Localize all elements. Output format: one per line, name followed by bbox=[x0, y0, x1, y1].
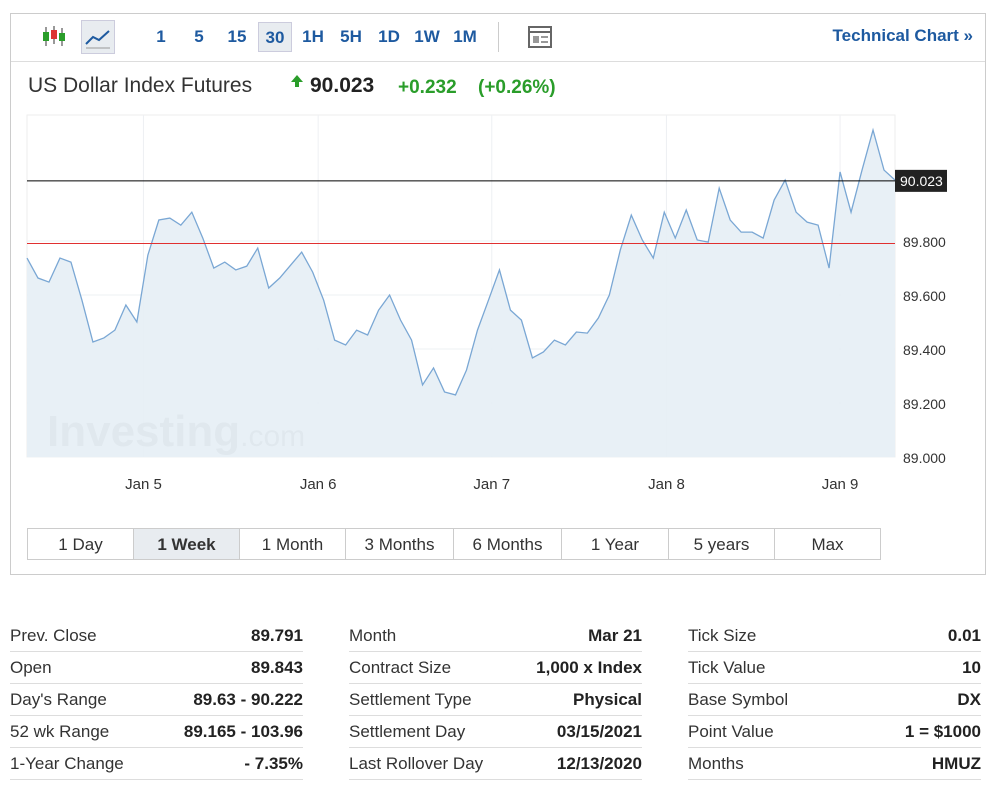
stats-row: Settlement Type Physical bbox=[349, 684, 642, 716]
stats-row: Tick Size 0.01 bbox=[688, 620, 981, 652]
line-icon[interactable] bbox=[81, 20, 115, 54]
range-button[interactable]: 1 Week bbox=[133, 528, 240, 560]
stats-row: Prev. Close 89.791 bbox=[10, 620, 303, 652]
stat-value: - 7.35% bbox=[244, 754, 303, 773]
x-tick-label: Jan 6 bbox=[300, 476, 337, 493]
stats-column: Tick Size 0.01 Tick Value 10 Base Symbol DX Po… bbox=[688, 620, 981, 780]
candle-icon[interactable] bbox=[41, 24, 67, 50]
stats-row: Open 89.843 bbox=[10, 652, 303, 684]
stat-label: Prev. Close bbox=[10, 626, 97, 645]
y-tick-label: 89.800 bbox=[903, 234, 946, 250]
up-arrow bbox=[291, 75, 303, 87]
stat-value: 0.01 bbox=[947, 626, 981, 645]
divider bbox=[498, 22, 499, 52]
change: +0.232 bbox=[398, 77, 457, 98]
stat-value: 89.791 bbox=[251, 626, 303, 645]
interval-button[interactable]: 1 bbox=[156, 27, 166, 46]
stat-label: Settlement Type bbox=[349, 690, 472, 709]
range-button[interactable]: 1 Month bbox=[239, 528, 346, 560]
stat-label: Settlement Day bbox=[349, 722, 466, 741]
stat-value: Mar 21 bbox=[588, 626, 642, 645]
interval-button[interactable]: 5H bbox=[340, 27, 362, 46]
stats-row: Contract Size 1,000 x Index bbox=[349, 652, 642, 684]
stats-column: Prev. Close 89.791 Open 89.843 Day's Range 89… bbox=[10, 620, 303, 780]
stats-row: Last Rollover Day 12/13/2020 bbox=[349, 748, 642, 780]
stats-row: 52 wk Range 89.165 - 103.96 bbox=[10, 716, 303, 748]
x-tick-label: Jan 9 bbox=[822, 476, 859, 493]
stats-column: Month Mar 21 Contract Size 1,000 x Index Set… bbox=[349, 620, 642, 780]
stat-label: Month bbox=[349, 626, 397, 645]
stat-label: 1-Year Change bbox=[10, 754, 124, 773]
chart: 89.000 89.200 89.400 89.600 89.800 Jan 5 Jan 6… bbox=[26, 114, 947, 493]
stat-value: 89.843 bbox=[251, 658, 303, 677]
stat-value: 12/13/2020 bbox=[556, 754, 642, 773]
interval-button[interactable]: 1H bbox=[302, 27, 324, 46]
news-icon[interactable] bbox=[528, 26, 552, 48]
y-tick-label: 89.400 bbox=[903, 342, 946, 358]
stats-row: Tick Value 10 bbox=[688, 652, 981, 684]
stats-row: Months HMUZ bbox=[688, 748, 981, 780]
interval-button[interactable]: 5 bbox=[194, 27, 204, 46]
stat-label: Base Symbol bbox=[688, 690, 789, 709]
stats-row: Settlement Day 03/15/2021 bbox=[349, 716, 642, 748]
stat-label: Tick Size bbox=[688, 626, 757, 645]
stat-label: Tick Value bbox=[688, 658, 766, 677]
range-button[interactable]: Max bbox=[774, 528, 881, 560]
stat-value: HMUZ bbox=[931, 754, 981, 773]
stat-value: 89.165 - 103.96 bbox=[183, 722, 303, 741]
stat-label: Contract Size bbox=[349, 658, 452, 677]
stats-row: Month Mar 21 bbox=[349, 620, 642, 652]
stat-label: Months bbox=[688, 754, 744, 773]
stat-value: 03/15/2021 bbox=[556, 722, 642, 741]
title: US Dollar Index Futures bbox=[28, 74, 253, 97]
line bbox=[26, 127, 896, 396]
interval-button[interactable]: 1W bbox=[414, 27, 440, 46]
x-tick-label: Jan 7 bbox=[473, 476, 510, 493]
stat-label: Open bbox=[10, 658, 52, 677]
stat-value: 1 = $1000 bbox=[904, 722, 981, 741]
stat-value: 89.63 - 90.222 bbox=[193, 690, 303, 709]
change-pct: (+0.26%) bbox=[478, 77, 556, 98]
interval-button[interactable]: 1M bbox=[453, 27, 477, 46]
stat-value: 1,000 x Index bbox=[536, 658, 642, 677]
stat-label: Last Rollover Day bbox=[349, 754, 484, 773]
interval-button[interactable]: 30 bbox=[258, 22, 292, 52]
y-tick-label: 89.200 bbox=[903, 396, 946, 412]
range-button[interactable]: 1 Year bbox=[561, 528, 669, 560]
toolbar: Technical Chart » 1 5 15 30 1H 5H 1D 1W 1M bbox=[11, 14, 985, 62]
x-tick-label: Jan 5 bbox=[125, 476, 162, 493]
interval-button[interactable]: 15 bbox=[227, 27, 247, 46]
range-button[interactable]: 1 Day bbox=[27, 528, 134, 560]
y-tick-label: 89.600 bbox=[903, 288, 946, 304]
range-button[interactable]: 6 Months bbox=[453, 528, 562, 560]
price: 90.023 bbox=[310, 74, 375, 97]
stats-row: Day's Range 89.63 - 90.222 bbox=[10, 684, 303, 716]
y-tick-label: 89.000 bbox=[903, 450, 946, 466]
range-button[interactable]: 5 years bbox=[668, 528, 775, 560]
stats-row: Point Value 1 = $1000 bbox=[688, 716, 981, 748]
stat-value: 10 bbox=[962, 658, 981, 677]
interval-button[interactable]: 1D bbox=[378, 27, 400, 46]
x-tick-label: Jan 8 bbox=[648, 476, 685, 493]
stats-row: Base Symbol DX bbox=[688, 684, 981, 716]
price-tag-label: 90.023 bbox=[900, 173, 943, 189]
stat-label: Day's Range bbox=[10, 690, 107, 709]
stat-value: Physical bbox=[573, 690, 642, 709]
range-button[interactable]: 3 Months bbox=[345, 528, 454, 560]
price-tag bbox=[895, 169, 947, 192]
stat-label: 52 wk Range bbox=[10, 722, 110, 741]
technical-chart-link[interactable]: Technical Chart » bbox=[832, 26, 973, 45]
area bbox=[27, 130, 895, 457]
stat-value: DX bbox=[957, 690, 981, 709]
stats-row: 1-Year Change - 7.35% bbox=[10, 748, 303, 780]
stat-label: Point Value bbox=[688, 722, 774, 741]
chart-box bbox=[10, 13, 986, 575]
